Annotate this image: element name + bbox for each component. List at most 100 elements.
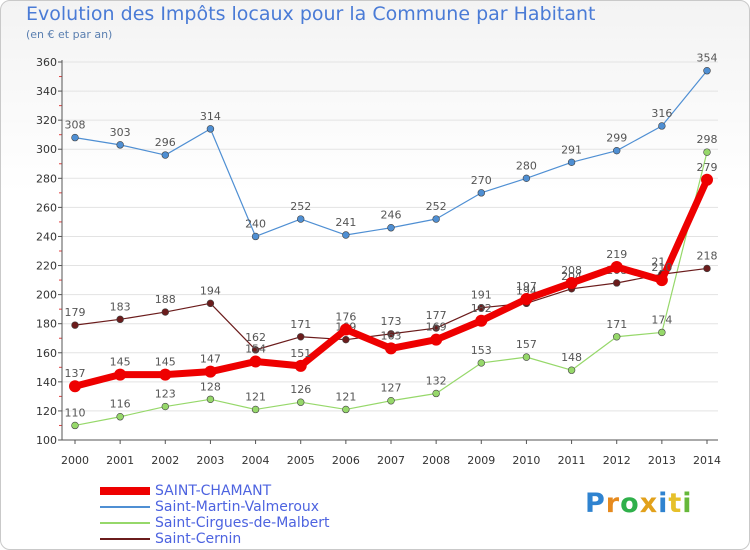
data-label: 270: [471, 174, 492, 187]
data-point: [387, 397, 395, 405]
data-point: [430, 333, 443, 346]
data-label: 280: [516, 159, 537, 172]
data-label: 174: [651, 313, 672, 326]
data-label: 171: [290, 318, 311, 331]
data-point: [613, 333, 621, 341]
data-label: 121: [245, 390, 266, 403]
data-label: 188: [155, 293, 176, 306]
data-label: 191: [471, 289, 492, 302]
y-tick-label: 160: [36, 347, 57, 360]
data-point: [71, 133, 79, 142]
logo-letter: i: [682, 488, 693, 519]
data-point: [342, 231, 350, 239]
data-label: 154: [245, 342, 266, 355]
x-tick-label: 2008: [422, 454, 450, 467]
data-label: 246: [381, 209, 402, 222]
data-point: [206, 125, 215, 133]
data-point: [116, 315, 124, 324]
data-label: 163: [381, 329, 402, 342]
data-label: 316: [651, 107, 672, 120]
data-point: [69, 380, 81, 393]
data-label: 127: [381, 382, 402, 395]
logo-letter: r: [605, 488, 621, 519]
chart-subtitle: (en € et par an): [26, 28, 113, 41]
data-point: [477, 359, 485, 367]
logo-letter: i: [658, 488, 669, 519]
data-point: [294, 359, 307, 372]
data-point: [249, 355, 262, 368]
data-label: 123: [155, 388, 176, 401]
data-label: 298: [697, 133, 718, 146]
data-label: 157: [516, 338, 537, 351]
y-tick-label: 280: [36, 172, 57, 185]
legend-label: SAINT-CHAMANT: [155, 483, 272, 499]
data-label: 110: [65, 406, 86, 419]
data-point: [251, 405, 260, 414]
data-label: 153: [471, 344, 492, 357]
data-point: [477, 189, 485, 197]
data-point: [658, 122, 666, 130]
data-label: 128: [200, 380, 221, 393]
data-point: [342, 405, 350, 414]
data-point: [703, 67, 711, 75]
data-point: [567, 366, 576, 374]
x-tick-label: 2014: [693, 454, 721, 467]
data-label: 296: [155, 136, 176, 149]
data-point: [520, 292, 533, 305]
data-point: [116, 141, 124, 149]
data-label: 121: [335, 390, 356, 403]
logo-letter: x: [639, 488, 659, 519]
y-tick-label: 260: [36, 201, 57, 214]
data-label: 179: [65, 306, 86, 319]
y-tick-label: 320: [36, 114, 57, 127]
x-tick-label: 2010: [512, 454, 540, 467]
data-label: 176: [335, 311, 356, 324]
data-label: 147: [200, 353, 221, 366]
data-point: [432, 215, 440, 223]
data-label: 314: [200, 110, 221, 123]
data-label: 116: [110, 398, 131, 411]
data-label: 126: [290, 383, 311, 396]
x-tick-label: 2013: [648, 454, 676, 467]
data-point: [342, 335, 350, 344]
legend-swatch: [100, 506, 150, 508]
y-tick-label: 100: [36, 434, 57, 447]
data-point: [385, 342, 397, 355]
data-point: [206, 299, 215, 308]
y-tick-label: 220: [36, 260, 57, 273]
legend-label: Saint-Martin-Valmeroux: [155, 499, 320, 515]
data-point: [116, 413, 124, 421]
data-point: [161, 402, 169, 411]
data-label: 279: [697, 161, 718, 174]
y-tick-label: 300: [36, 143, 57, 156]
data-label: 218: [697, 249, 718, 262]
data-point: [206, 395, 215, 403]
data-label: 197: [516, 280, 537, 293]
data-point: [432, 389, 440, 398]
logo-letter: P: [585, 488, 606, 519]
x-tick-label: 2003: [196, 454, 224, 467]
x-tick-label: 2009: [467, 454, 495, 467]
data-label: 354: [697, 52, 718, 65]
data-point: [613, 279, 621, 287]
data-label: 145: [155, 356, 176, 369]
data-label: 194: [200, 284, 221, 297]
chart-title: Evolution des Impôts locaux pour la Comm…: [26, 3, 596, 25]
data-label: 241: [335, 216, 356, 229]
legend-label: Saint-Cirgues-de-Malbert: [155, 515, 330, 531]
data-label: 303: [110, 126, 131, 139]
data-label: 137: [65, 367, 86, 380]
data-label: 252: [290, 200, 311, 213]
data-point: [477, 304, 485, 312]
data-point: [703, 148, 711, 156]
data-label: 145: [110, 356, 131, 369]
y-tick-label: 360: [36, 56, 57, 69]
data-point: [658, 328, 666, 337]
logo-letter: o: [620, 488, 640, 519]
data-label: 299: [606, 132, 627, 145]
data-label: 148: [561, 351, 582, 364]
x-tick-label: 2002: [151, 454, 179, 467]
legend-label: Saint-Cernin: [155, 531, 242, 547]
